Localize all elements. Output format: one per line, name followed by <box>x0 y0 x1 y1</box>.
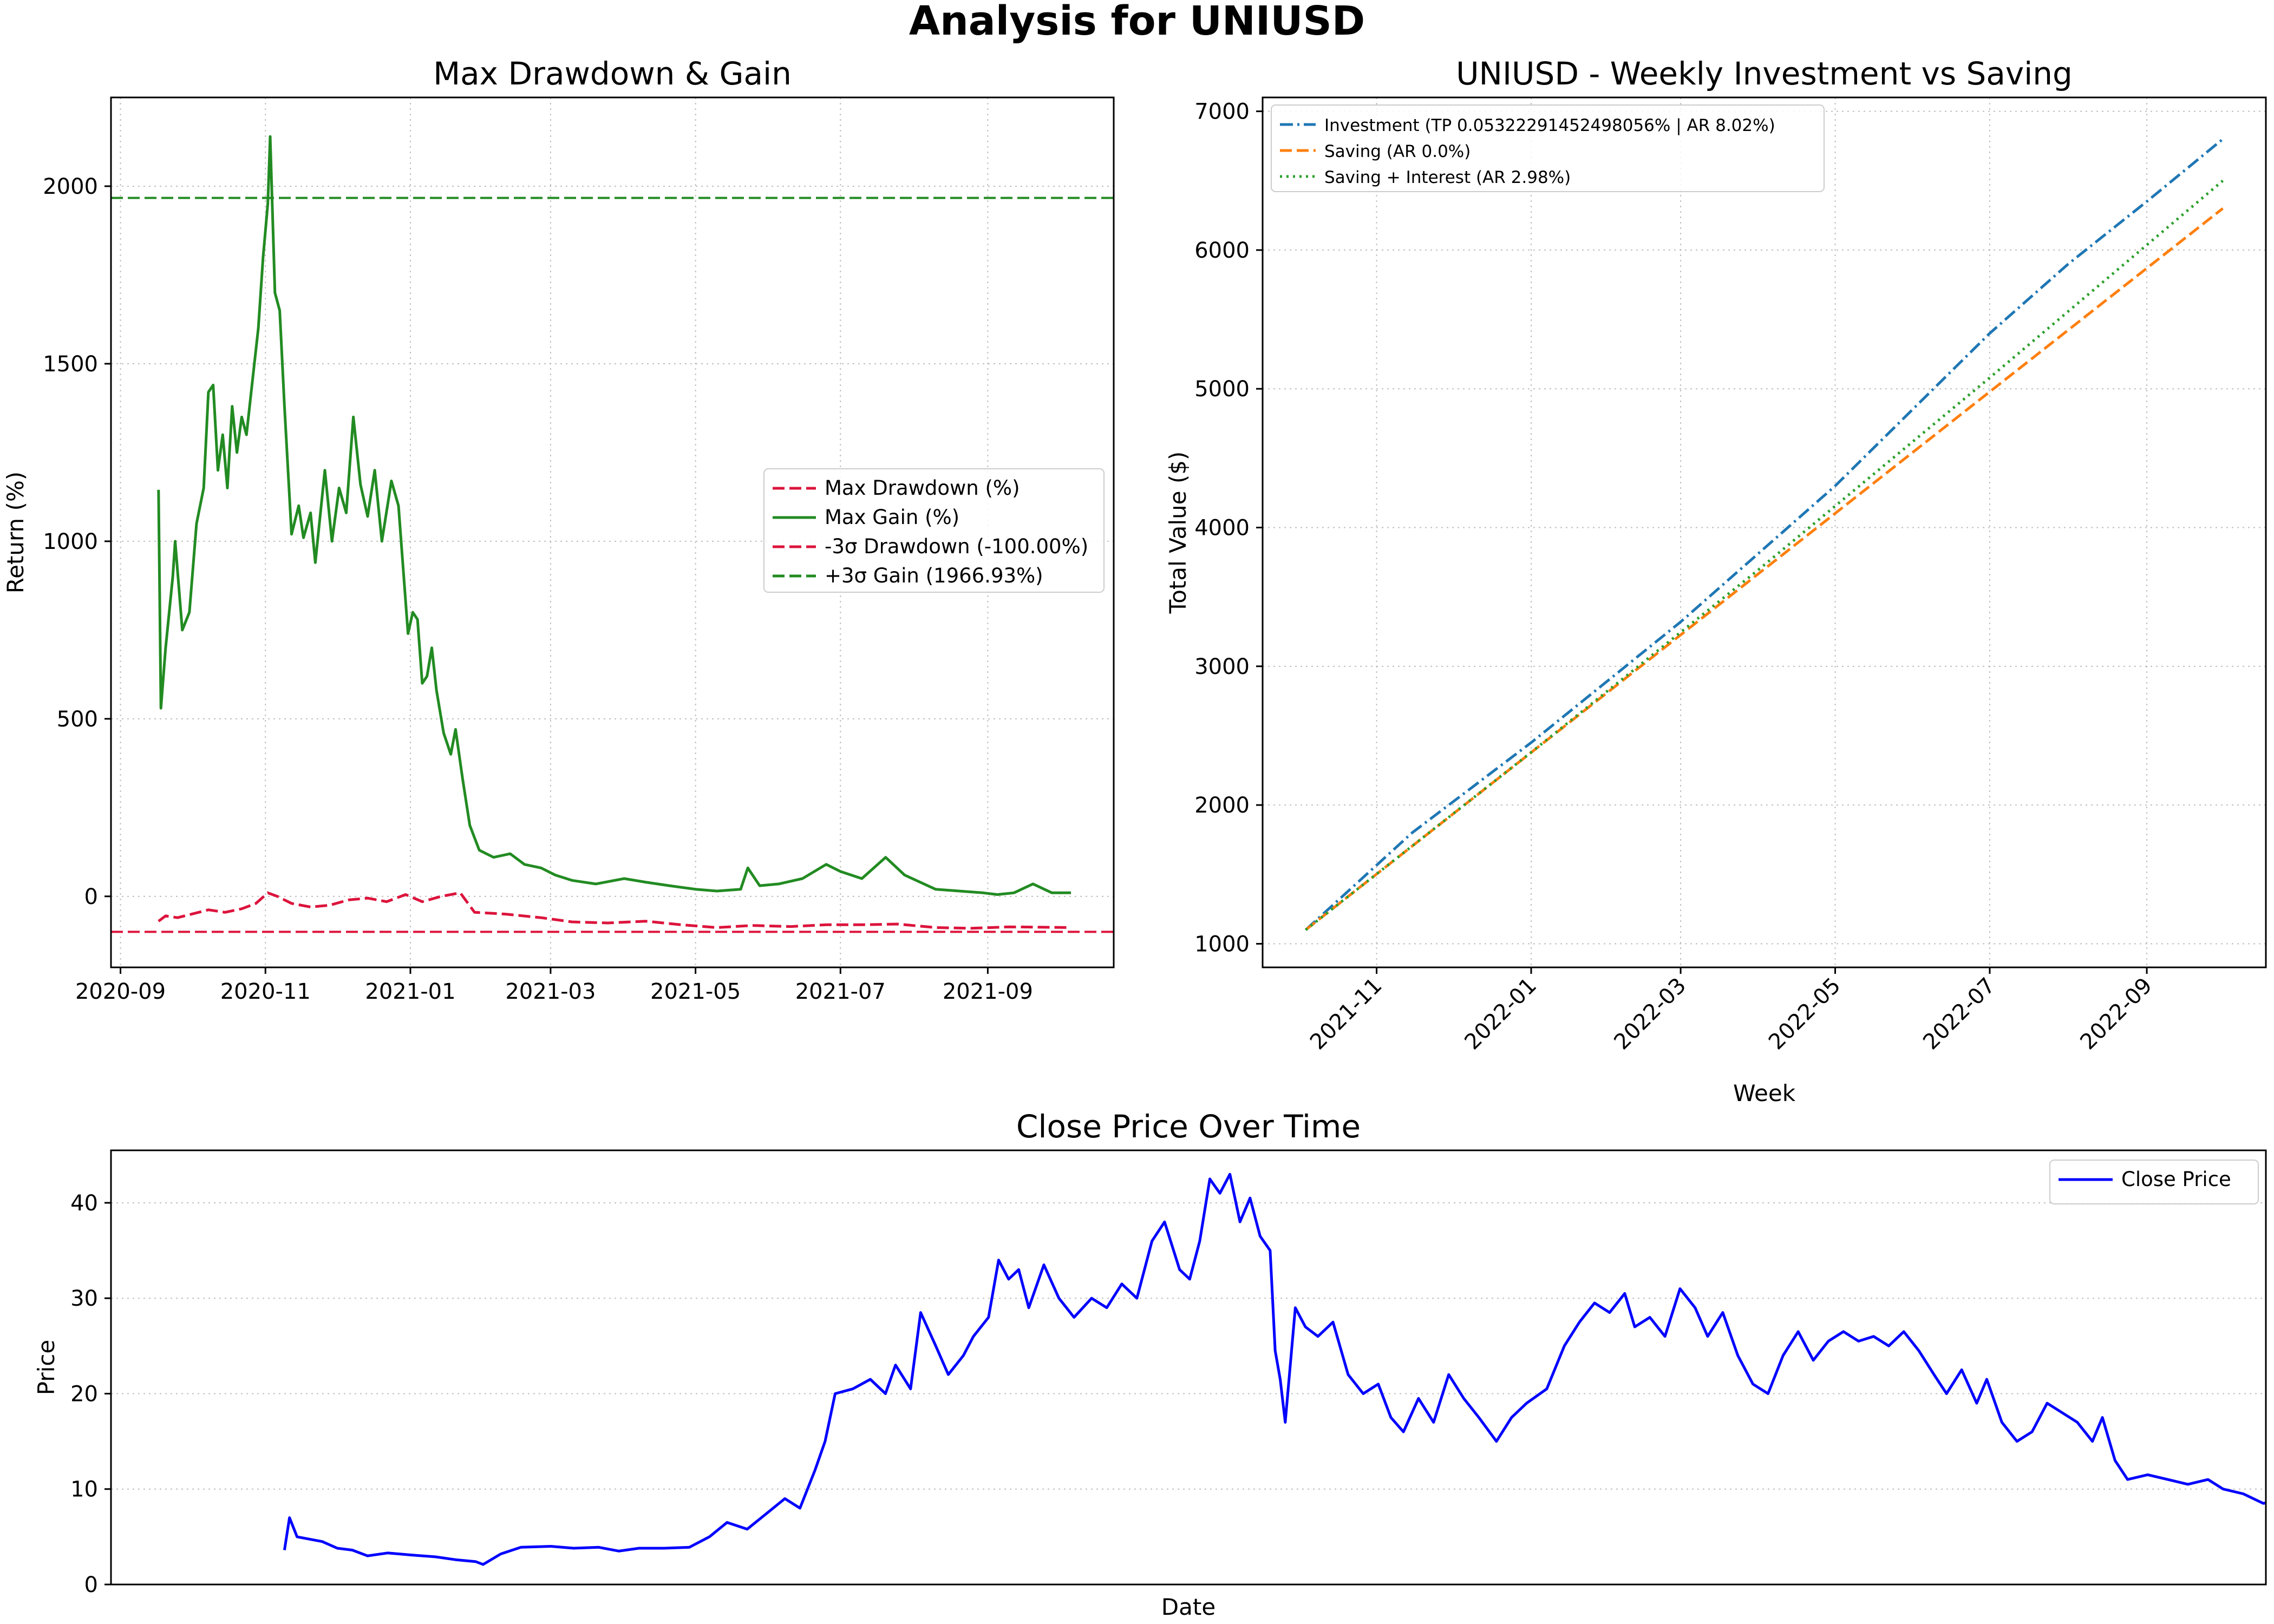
legend-label-close-price: Close Price <box>2121 1168 2231 1191</box>
series-max-drawdown <box>158 891 1071 930</box>
drawdown-gain-chart: Max Drawdown & Gain 0 500 1000 1500 2000 2020-… <box>2 55 1115 1004</box>
series-max-gain <box>157 135 1071 896</box>
chart-2-x-tick-label: 2022-09 <box>2075 973 2157 1055</box>
chart-1-y-tick-label: 0 <box>84 885 98 909</box>
chart-2-x-tick-label: 2022-03 <box>1609 973 1691 1055</box>
legend-label-3sigma-drawdown-100-00: -3σ Drawdown (-100.00%) <box>825 535 1088 558</box>
chart-3-y-tick-label: 30 <box>70 1286 98 1311</box>
chart-2-x-tick-label: 2022-05 <box>1764 973 1846 1055</box>
series-saving-ar-0-0 <box>1304 207 2224 931</box>
chart-1-x-tick-label: 2021-03 <box>505 979 596 1004</box>
chart-1-y-tick-label: 500 <box>57 707 98 732</box>
legend-label-investment-tp-0-05322291452498056-ar-8-02: Investment (TP 0.05322291452498056% | AR… <box>1324 116 1775 135</box>
chart-3-y-tick-label: 20 <box>70 1381 98 1406</box>
chart-2-legend: Investment (TP 0.05322291452498056% | AR… <box>1271 104 1825 192</box>
chart-1-x-tick-label: 2020-09 <box>75 979 166 1004</box>
series-saving-interest-ar-2-98 <box>1304 179 2224 931</box>
chart-2-axes-frame <box>1262 96 2267 968</box>
series-close-price <box>283 1173 2266 1566</box>
chart-1-x-tick-label: 2020-11 <box>220 979 311 1004</box>
chart-2-title: UNIUSD - Weekly Investment vs Saving <box>1456 55 2073 92</box>
chart-2-x-axis-label: Week <box>1733 1080 1796 1106</box>
chart-1-legend: Max Drawdown (%) Max Gain (%) -3σ Drawdown… <box>763 468 1105 593</box>
chart-1-y-axis-label: Return (%) <box>2 472 29 593</box>
chart-1-y-tick-label: 1500 <box>43 352 98 377</box>
chart-2-y-axis-label: Total Value ($) <box>1165 451 1191 614</box>
weekly-investment-chart: UNIUSD - Weekly Investment vs Saving 1000… <box>1165 55 2267 1106</box>
chart-2-x-tick-label: 2022-01 <box>1460 973 1541 1055</box>
legend-label-saving-interest-ar-2-98: Saving + Interest (AR 2.98%) <box>1324 168 1571 187</box>
chart-2-y-tick-label: 7000 <box>1194 100 1250 125</box>
chart-3-series-group <box>283 1173 2266 1566</box>
chart-2-y-tick-label: 4000 <box>1194 516 1250 541</box>
figure-title: Analysis for UNIUSD <box>909 0 1365 44</box>
chart-1-x-tick-label: 2021-07 <box>795 979 886 1004</box>
chart-3-legend-box <box>2049 1160 2259 1204</box>
chart-1-y-tick-label: 1000 <box>43 529 98 554</box>
chart-2-y-tick-label: 3000 <box>1194 654 1250 679</box>
chart-3-title: Close Price Over Time <box>1016 1108 1361 1145</box>
chart-3-axes-frame <box>110 1149 2267 1586</box>
chart-3-legend: Close Price <box>2049 1160 2259 1204</box>
chart-1-series-group <box>111 135 1114 933</box>
chart-1-x-tick-label: 2021-09 <box>943 979 1033 1004</box>
chart-3-y-tick-label: 10 <box>70 1477 98 1502</box>
chart-1-legend-box <box>763 468 1105 593</box>
close-price-chart: Close Price Over Time 0 10 20 30 40 Price Date C… <box>33 1108 2267 1620</box>
chart-2-y-tick-label: 6000 <box>1194 238 1250 263</box>
chart-2-y-tick-label: 1000 <box>1194 932 1250 957</box>
chart-3-y-tick-label: 40 <box>70 1191 98 1216</box>
chart-2-y-tick-label: 2000 <box>1194 793 1250 818</box>
chart-1-title: Max Drawdown & Gain <box>433 55 792 92</box>
legend-label-3sigma-gain-1966-93: +3σ Gain (1966.93%) <box>825 564 1043 587</box>
chart-2-x-tick-label: 2022-07 <box>1918 973 2000 1055</box>
chart-1-y-tick-label: 2000 <box>43 174 98 199</box>
chart-1-x-tick-label: 2021-05 <box>650 979 741 1004</box>
legend-label-max-gain: Max Gain (%) <box>825 506 959 529</box>
chart-2-legend-box <box>1271 104 1825 192</box>
chart-3-y-tick-label: 0 <box>84 1573 98 1597</box>
chart-1-axes-frame <box>110 96 1115 968</box>
chart-2-series-group <box>1304 137 2224 931</box>
legend-label-saving-ar-0-0: Saving (AR 0.0%) <box>1324 142 1471 161</box>
legend-label-max-drawdown: Max Drawdown (%) <box>825 476 1020 500</box>
chart-2-y-tick-label: 5000 <box>1194 377 1250 402</box>
chart-3-x-axis-label: Date <box>1161 1594 1216 1620</box>
series-investment-tp-0-05322291452498056-ar-8-02 <box>1304 137 2224 931</box>
chart-3-y-axis-label: Price <box>33 1340 60 1395</box>
chart-2-x-tick-label: 2021-11 <box>1305 973 1387 1055</box>
chart-1-x-tick-label: 2021-01 <box>365 979 455 1004</box>
